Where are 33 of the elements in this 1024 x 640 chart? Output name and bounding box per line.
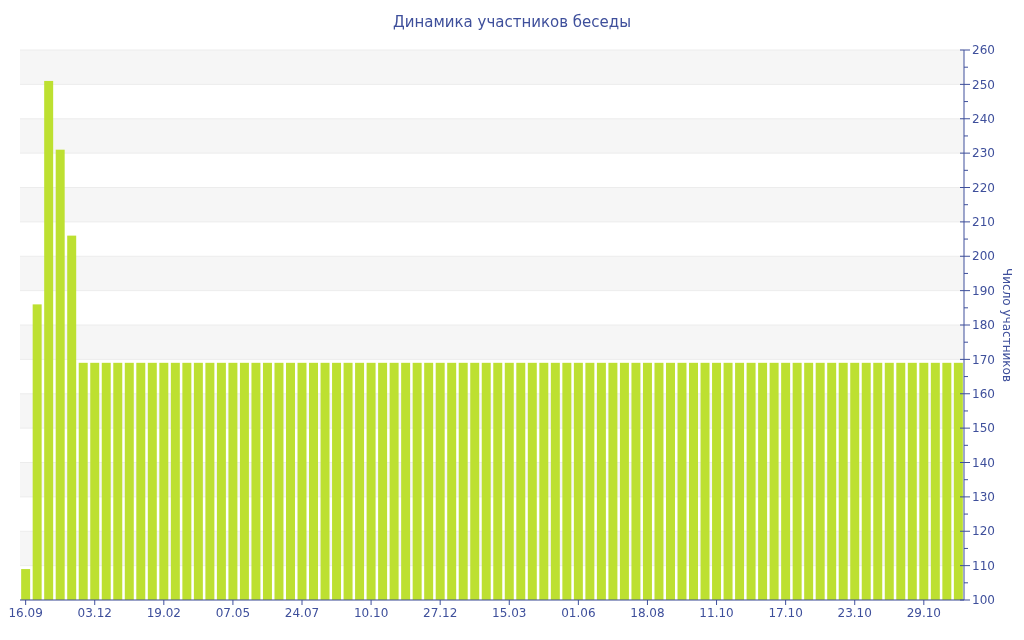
y-tick-label: 190 xyxy=(972,283,995,298)
x-tick-label: 17.10 xyxy=(768,606,803,620)
x-tick-label: 07.05 xyxy=(215,606,251,620)
y-tick-label: 180 xyxy=(972,318,995,333)
x-tick-label: 11.10 xyxy=(699,606,734,620)
y-tick-label: 230 xyxy=(972,146,995,161)
y-tick-label: 110 xyxy=(972,558,995,573)
y-tick-label: 170 xyxy=(972,352,995,367)
y-tick-label: 160 xyxy=(972,386,995,401)
x-tick-label: 16.09 xyxy=(8,606,43,620)
x-tick-label: 01.06 xyxy=(561,606,596,620)
y-tick-label: 220 xyxy=(972,180,995,195)
y-tick-label: 250 xyxy=(972,77,995,92)
x-tick-label: 10.10 xyxy=(353,606,389,620)
y-tick-label: 200 xyxy=(972,249,995,264)
y-tick-label: 210 xyxy=(972,215,995,230)
y-tick-label: 130 xyxy=(972,490,995,505)
x-tick-label: 15.03 xyxy=(492,606,527,620)
x-tick-label: 03.12 xyxy=(77,606,112,620)
chart-title: Динамика участников беседы xyxy=(392,13,632,31)
y-tick-label: 140 xyxy=(972,455,995,470)
y-axis-title: Число участников xyxy=(1000,268,1014,382)
y-tick-label: 120 xyxy=(972,524,995,539)
x-tick-label: 24.07 xyxy=(284,606,320,620)
x-tick-label: 29.10 xyxy=(906,606,941,620)
x-tick-label: 18.08 xyxy=(630,606,665,620)
x-tick-label: 23.10 xyxy=(837,606,872,620)
x-tick-label: 27.12 xyxy=(423,606,458,620)
x-tick-label: 19.02 xyxy=(146,606,181,620)
y-tick-label: 150 xyxy=(972,421,995,436)
y-tick-label: 260 xyxy=(972,43,995,58)
y-tick-label: 240 xyxy=(972,111,995,126)
y-tick-label: 100 xyxy=(972,593,995,608)
